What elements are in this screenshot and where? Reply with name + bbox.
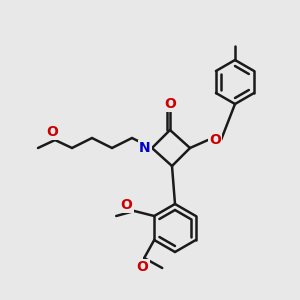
Text: O: O (120, 198, 132, 212)
Text: O: O (136, 260, 148, 274)
Text: O: O (209, 133, 221, 147)
Text: O: O (46, 125, 58, 139)
Text: N: N (139, 141, 151, 155)
Text: O: O (164, 97, 176, 111)
